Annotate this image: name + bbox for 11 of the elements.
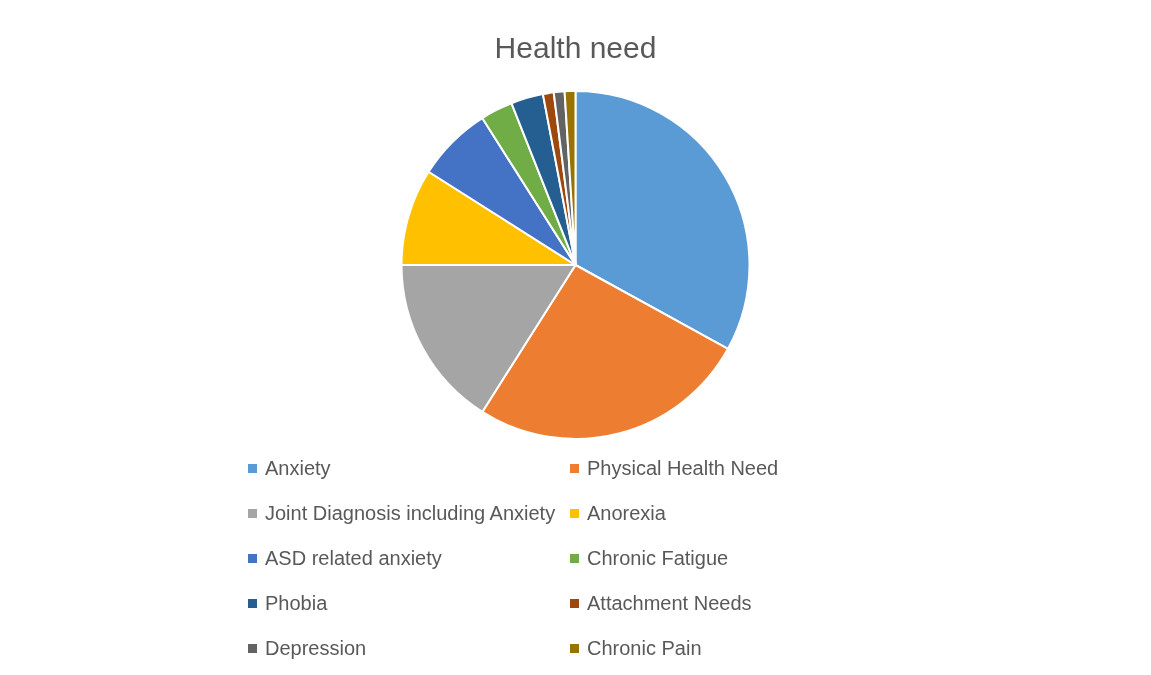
legend-label: Anorexia <box>587 502 666 525</box>
legend-label: Anxiety <box>265 457 331 480</box>
legend-label: Chronic Fatigue <box>587 547 729 570</box>
legend-label: Joint Diagnosis including Anxiety <box>265 502 556 525</box>
legend-label: ASD related anxiety <box>265 547 442 570</box>
legend-label: Physical Health Need <box>587 457 779 480</box>
chart-title: Health need <box>494 31 657 65</box>
legend-label: Phobia <box>265 592 328 615</box>
legend-label: Chronic Pain <box>587 637 702 660</box>
legend-label: Attachment Needs <box>587 592 752 615</box>
legend-label: Depression <box>265 637 367 660</box>
